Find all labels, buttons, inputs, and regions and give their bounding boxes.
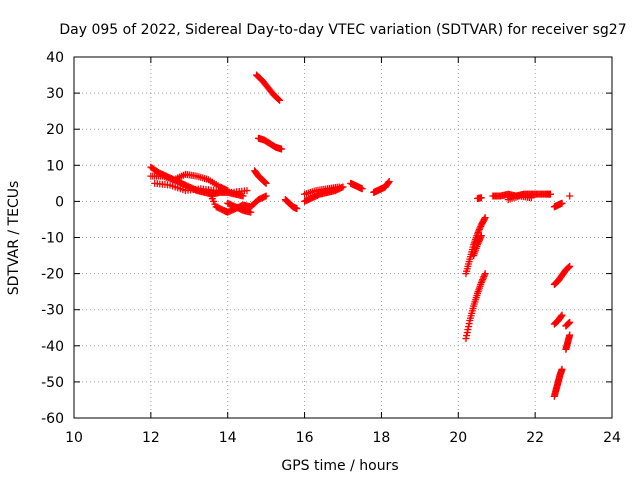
y-axis-label: SDTVAR / TECUs [6, 181, 22, 296]
y-tick-label: -30 [41, 303, 64, 319]
data-point [243, 187, 251, 195]
data-point [477, 194, 485, 202]
data-point [276, 96, 284, 104]
data-points [147, 71, 574, 400]
data-point [358, 185, 366, 193]
data-point [566, 262, 574, 270]
data-point [477, 232, 485, 240]
data-point [335, 183, 343, 191]
data-point [224, 187, 232, 195]
x-tick-label: 12 [142, 430, 160, 446]
data-point [278, 145, 286, 153]
data-point [385, 178, 393, 186]
x-tick-labels: 10 12 14 16 18 20 22 24 [65, 430, 621, 446]
x-tick-label: 20 [449, 430, 467, 446]
x-axis-label: GPS time / hours [281, 458, 398, 474]
x-tick-label: 16 [296, 430, 314, 446]
data-point [566, 192, 574, 200]
y-tick-label: -50 [41, 375, 64, 391]
y-tick-label: -60 [41, 411, 64, 427]
y-tick-label: 20 [46, 122, 64, 138]
data-point [558, 311, 566, 319]
x-tick-label: 22 [526, 430, 544, 446]
data-point [558, 365, 566, 373]
data-point [262, 179, 270, 187]
data-point [481, 270, 489, 278]
data-point [481, 214, 489, 222]
grid [74, 57, 612, 418]
data-point [566, 331, 574, 339]
y-tick-label: -10 [41, 231, 64, 247]
data-point [566, 318, 574, 326]
data-point [275, 95, 283, 103]
plot-frame [73, 56, 613, 419]
y-tick-label: 40 [46, 50, 64, 66]
data-point [293, 205, 301, 213]
x-tick-label: 14 [219, 430, 237, 446]
data-point [558, 199, 566, 207]
y-tick-label: -40 [41, 339, 64, 355]
x-tick-label: 18 [373, 430, 391, 446]
data-point [527, 194, 535, 202]
x-tick-label: 10 [65, 430, 83, 446]
y-tick-label: 10 [46, 158, 64, 174]
data-point [247, 208, 255, 216]
y-tick-label: 0 [55, 194, 64, 210]
y-tick-labels: -60 -50 -40 -30 -20 -10 0 10 20 30 40 [41, 50, 64, 427]
data-point [239, 192, 247, 200]
y-tick-label: -20 [41, 267, 64, 283]
data-point [262, 192, 270, 200]
data-point [547, 190, 555, 198]
chart-title: Day 095 of 2022, Sidereal Day-to-day VTE… [59, 22, 626, 38]
y-tick-label: 30 [46, 86, 64, 102]
x-tick-label: 24 [603, 430, 621, 446]
